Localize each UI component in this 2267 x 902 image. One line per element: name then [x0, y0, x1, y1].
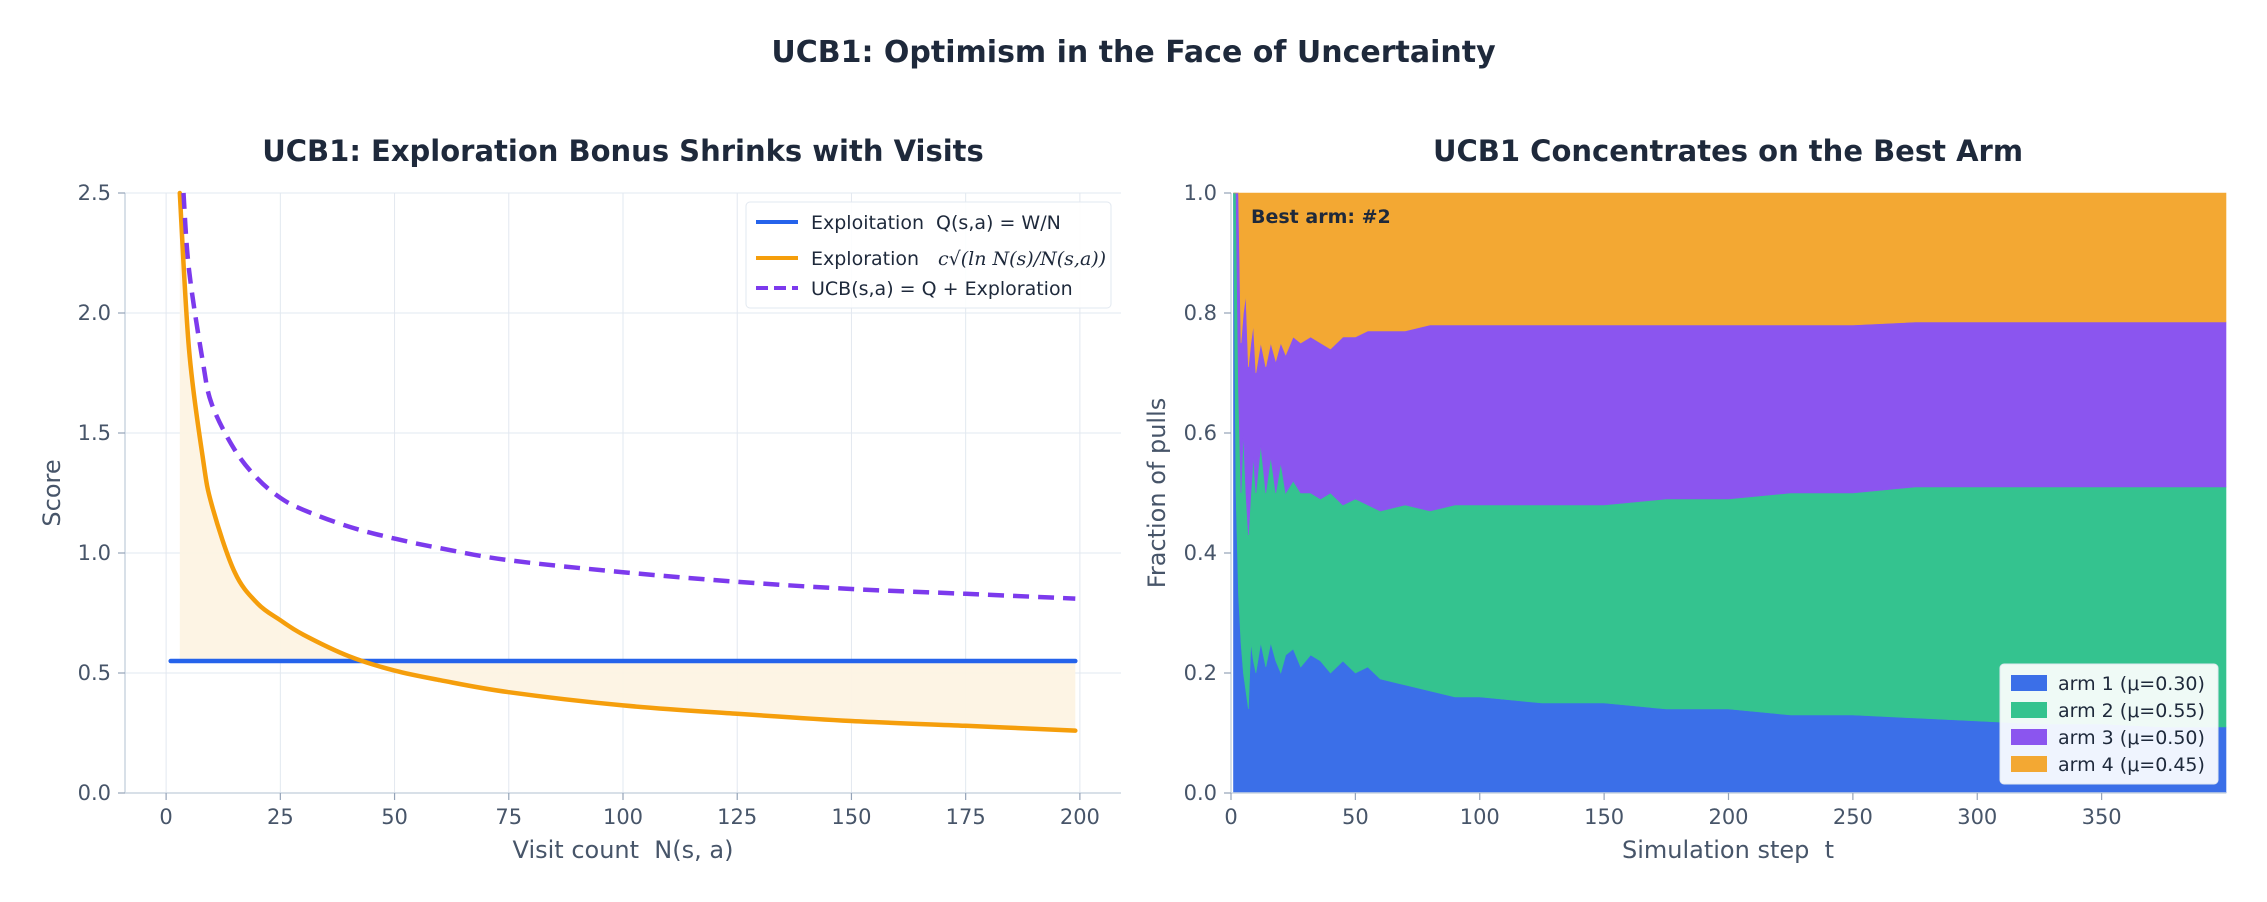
left-y-tick-label: 0.0	[78, 781, 111, 805]
right-x-tick-label: 100	[1460, 805, 1500, 829]
left-chart: UCB1: Exploration Bonus Shrinks with Vis…	[38, 134, 1121, 864]
right-y-tick-label: 0.0	[1184, 781, 1217, 805]
ucb-curve	[181, 192, 1076, 601]
left-series	[168, 190, 1078, 733]
best-arm-annotation: Best arm: #2	[1251, 206, 1391, 228]
left-y-ticks: 0.0 0.5 1.0 1.5 2.0 2.5	[78, 181, 125, 805]
left-x-tick-label: 0	[159, 805, 172, 829]
right-y-tick-label: 1.0	[1184, 181, 1217, 205]
right-y-tick-label: 0.2	[1184, 661, 1217, 685]
left-chart-title: UCB1: Exploration Bonus Shrinks with Vis…	[262, 134, 984, 168]
right-x-ticks: 0 50 100 150 200 250 300 350	[1224, 793, 2122, 829]
legend-swatch-arm-3	[2011, 729, 2047, 745]
right-y-tick-label: 0.4	[1184, 541, 1217, 565]
left-x-tick-label: 25	[267, 805, 294, 829]
arm-4-area	[1233, 192, 2227, 374]
left-x-ticks: 0 25 50 75 100 125 150 175 200	[159, 793, 1100, 829]
left-y-tick-label: 2.5	[78, 181, 111, 205]
right-y-tick-label: 0.8	[1184, 301, 1217, 325]
left-x-tick-label: 50	[381, 805, 408, 829]
exploration-curve	[177, 190, 1078, 733]
legend-swatch-arm-1	[2011, 675, 2047, 691]
right-x-tick-label: 350	[2082, 805, 2122, 829]
legend-swatch-arm-2	[2011, 702, 2047, 718]
legend-label-exploitation: Exploitation Q(s,a) = W/N	[811, 212, 1061, 234]
legend-exploration-formula: c√(ln N(s)/N(s,a))	[938, 248, 1106, 270]
right-y-ticks: 0.0 0.2 0.4 0.6 0.8 1.0	[1184, 181, 1231, 805]
figure-title: UCB1: Optimism in the Face of Uncertaint…	[771, 35, 1496, 70]
right-x-tick-label: 50	[1342, 805, 1369, 829]
legend-label-exploration: Exploration	[811, 248, 919, 270]
right-legend: arm 1 (μ=0.30) arm 2 (μ=0.55) arm 3 (μ=0.5…	[1999, 663, 2219, 785]
left-shaded-region	[179, 193, 1076, 731]
left-y-axis-label: Score	[38, 459, 66, 526]
right-legend-box	[1999, 663, 2219, 785]
left-legend: Exploitation Q(s,a) = W/N Exploration c√…	[745, 201, 1112, 309]
right-chart: UCB1 Concentrates on the Best Arm 0 50 100…	[1143, 134, 2227, 864]
left-x-tick-label: 175	[946, 805, 986, 829]
left-y-tick-label: 1.5	[78, 421, 111, 445]
legend-label-ucb: UCB(s,a) = Q + Exploration	[811, 278, 1073, 300]
left-x-tick-label: 100	[603, 805, 643, 829]
legend-label-arm-4: arm 4 (μ=0.45)	[2058, 754, 2205, 776]
left-x-tick-label: 75	[495, 805, 522, 829]
right-x-tick-label: 200	[1708, 805, 1748, 829]
legend-formula-text: c√(ln N(s)/N(s,a))	[938, 248, 1106, 270]
right-y-axis-label: Fraction of pulls	[1143, 398, 1171, 588]
left-y-tick-label: 1.0	[78, 541, 111, 565]
exploration-bonus-fill	[179, 193, 1076, 731]
right-x-tick-label: 250	[1833, 805, 1873, 829]
right-x-tick-label: 300	[1957, 805, 1997, 829]
left-y-tick-label: 2.0	[78, 301, 111, 325]
left-x-tick-label: 125	[717, 805, 757, 829]
legend-label-arm-2: arm 2 (μ=0.55)	[2058, 700, 2205, 722]
right-x-tick-label: 150	[1584, 805, 1624, 829]
right-x-tick-label: 0	[1224, 805, 1237, 829]
legend-label-arm-1: arm 1 (μ=0.30)	[2058, 673, 2205, 695]
right-y-tick-label: 0.6	[1184, 421, 1217, 445]
left-x-axis-label: Visit count N(s, a)	[513, 836, 734, 864]
right-x-axis-label: Simulation step t	[1622, 836, 1834, 864]
left-x-tick-label: 150	[831, 805, 871, 829]
legend-swatch-arm-4	[2011, 756, 2047, 772]
left-legend-box	[745, 201, 1112, 309]
left-y-tick-label: 0.5	[78, 661, 111, 685]
right-chart-title: UCB1 Concentrates on the Best Arm	[1433, 134, 2023, 168]
legend-label-arm-3: arm 3 (μ=0.50)	[2058, 727, 2205, 749]
left-x-tick-label: 200	[1060, 805, 1100, 829]
